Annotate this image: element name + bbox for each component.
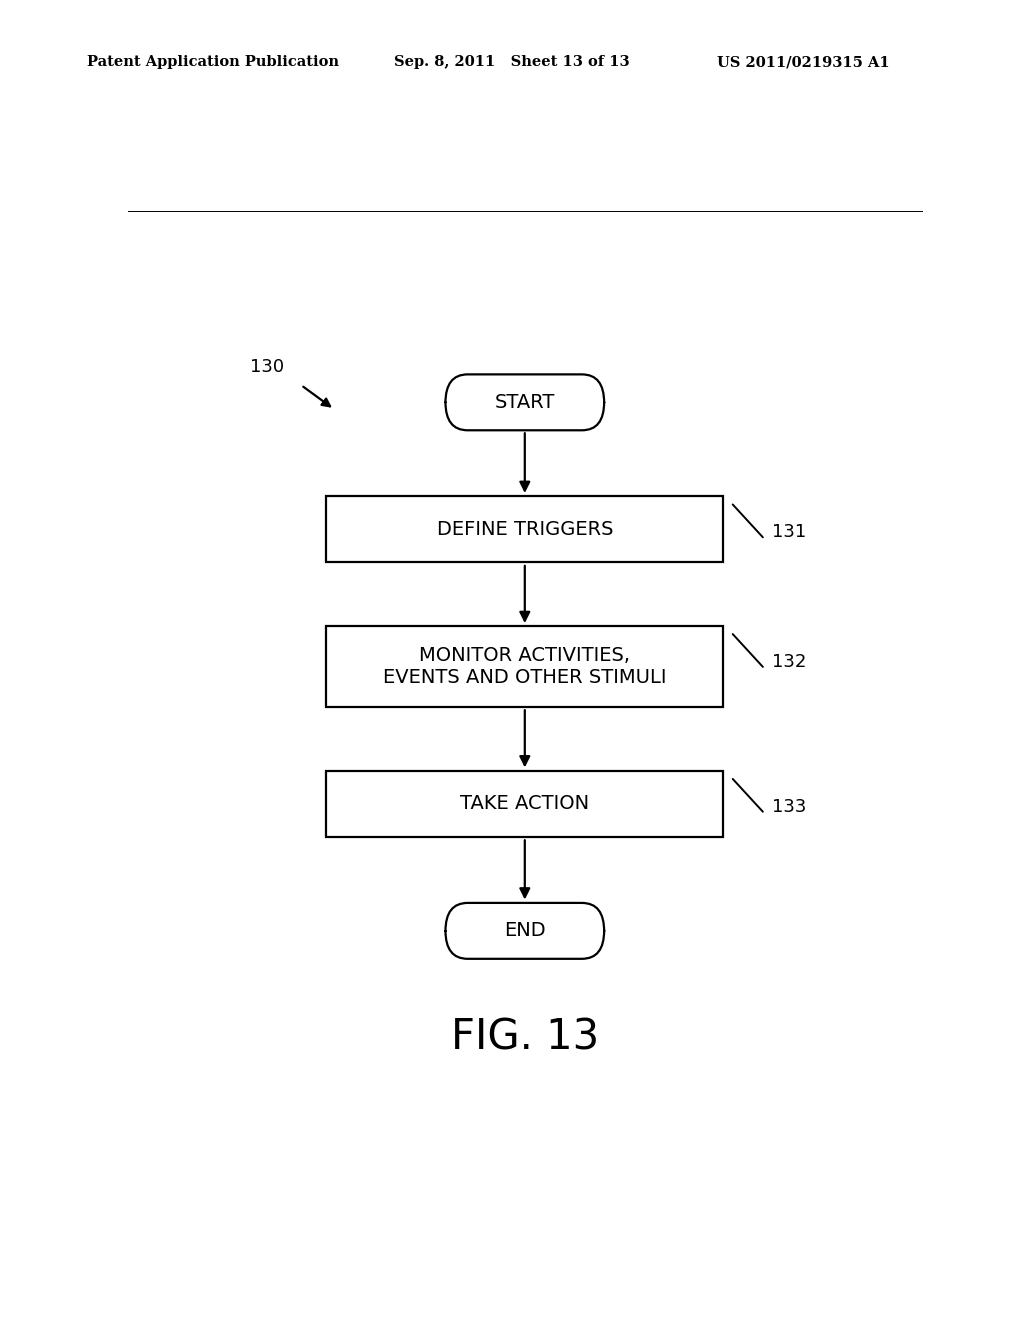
FancyBboxPatch shape — [445, 903, 604, 958]
Text: Patent Application Publication: Patent Application Publication — [87, 55, 339, 70]
Text: 133: 133 — [772, 797, 807, 816]
Bar — [327, 626, 723, 708]
Bar — [327, 496, 723, 562]
Text: 132: 132 — [772, 653, 807, 671]
Text: 131: 131 — [772, 523, 807, 541]
Text: FIG. 13: FIG. 13 — [451, 1016, 599, 1059]
Text: END: END — [504, 921, 546, 940]
Text: TAKE ACTION: TAKE ACTION — [460, 795, 590, 813]
Text: DEFINE TRIGGERS: DEFINE TRIGGERS — [436, 520, 613, 539]
Text: Sep. 8, 2011   Sheet 13 of 13: Sep. 8, 2011 Sheet 13 of 13 — [394, 55, 630, 70]
Text: START: START — [495, 393, 555, 412]
Text: 130: 130 — [250, 358, 284, 376]
Text: US 2011/0219315 A1: US 2011/0219315 A1 — [717, 55, 890, 70]
FancyBboxPatch shape — [445, 375, 604, 430]
Bar — [327, 771, 723, 837]
Text: MONITOR ACTIVITIES,
EVENTS AND OTHER STIMULI: MONITOR ACTIVITIES, EVENTS AND OTHER STI… — [383, 645, 667, 688]
